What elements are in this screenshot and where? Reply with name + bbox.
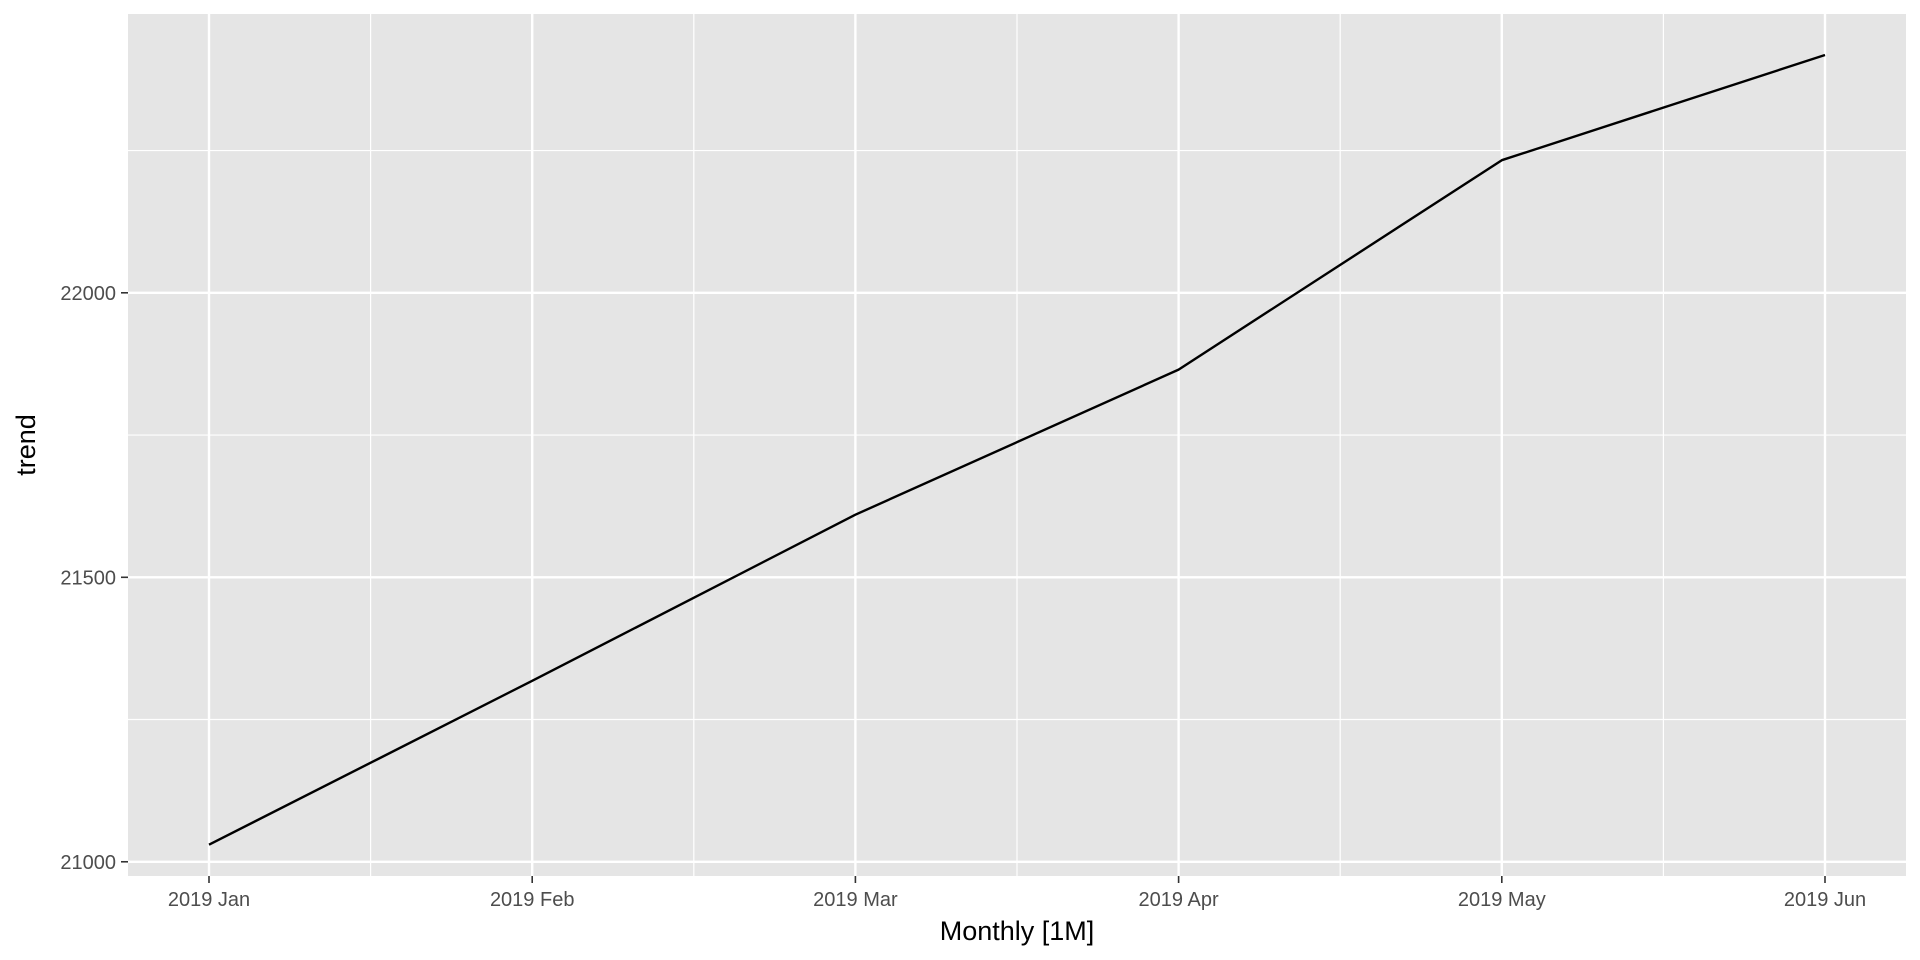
x-tick-label: 2019 Jun	[1784, 889, 1866, 911]
minor-gridlines	[128, 14, 1906, 876]
trend-series-line	[208, 53, 1826, 846]
y-tick-label: 22000	[60, 283, 116, 305]
y-axis-title: trend	[11, 414, 41, 476]
major-gridlines	[128, 14, 1906, 876]
x-axis: 2019 Jan 2019 Feb 2019 Mar 2019 Apr 2019 May…	[168, 876, 1866, 911]
x-tick-label: 2019 May	[1458, 889, 1546, 911]
x-tick-label: 2019 Feb	[490, 889, 575, 911]
x-axis-title: Monthly [1M]	[940, 916, 1095, 946]
x-tick-label: 2019 Mar	[813, 889, 898, 911]
y-tick-label: 21500	[60, 567, 116, 589]
x-tick-label: 2019 Jan	[168, 889, 250, 911]
y-axis: 21000 21500 22000	[60, 283, 128, 874]
y-tick-label: 21000	[60, 852, 116, 874]
x-tick-label: 2019 Apr	[1139, 889, 1219, 911]
series-layer	[208, 53, 1826, 846]
